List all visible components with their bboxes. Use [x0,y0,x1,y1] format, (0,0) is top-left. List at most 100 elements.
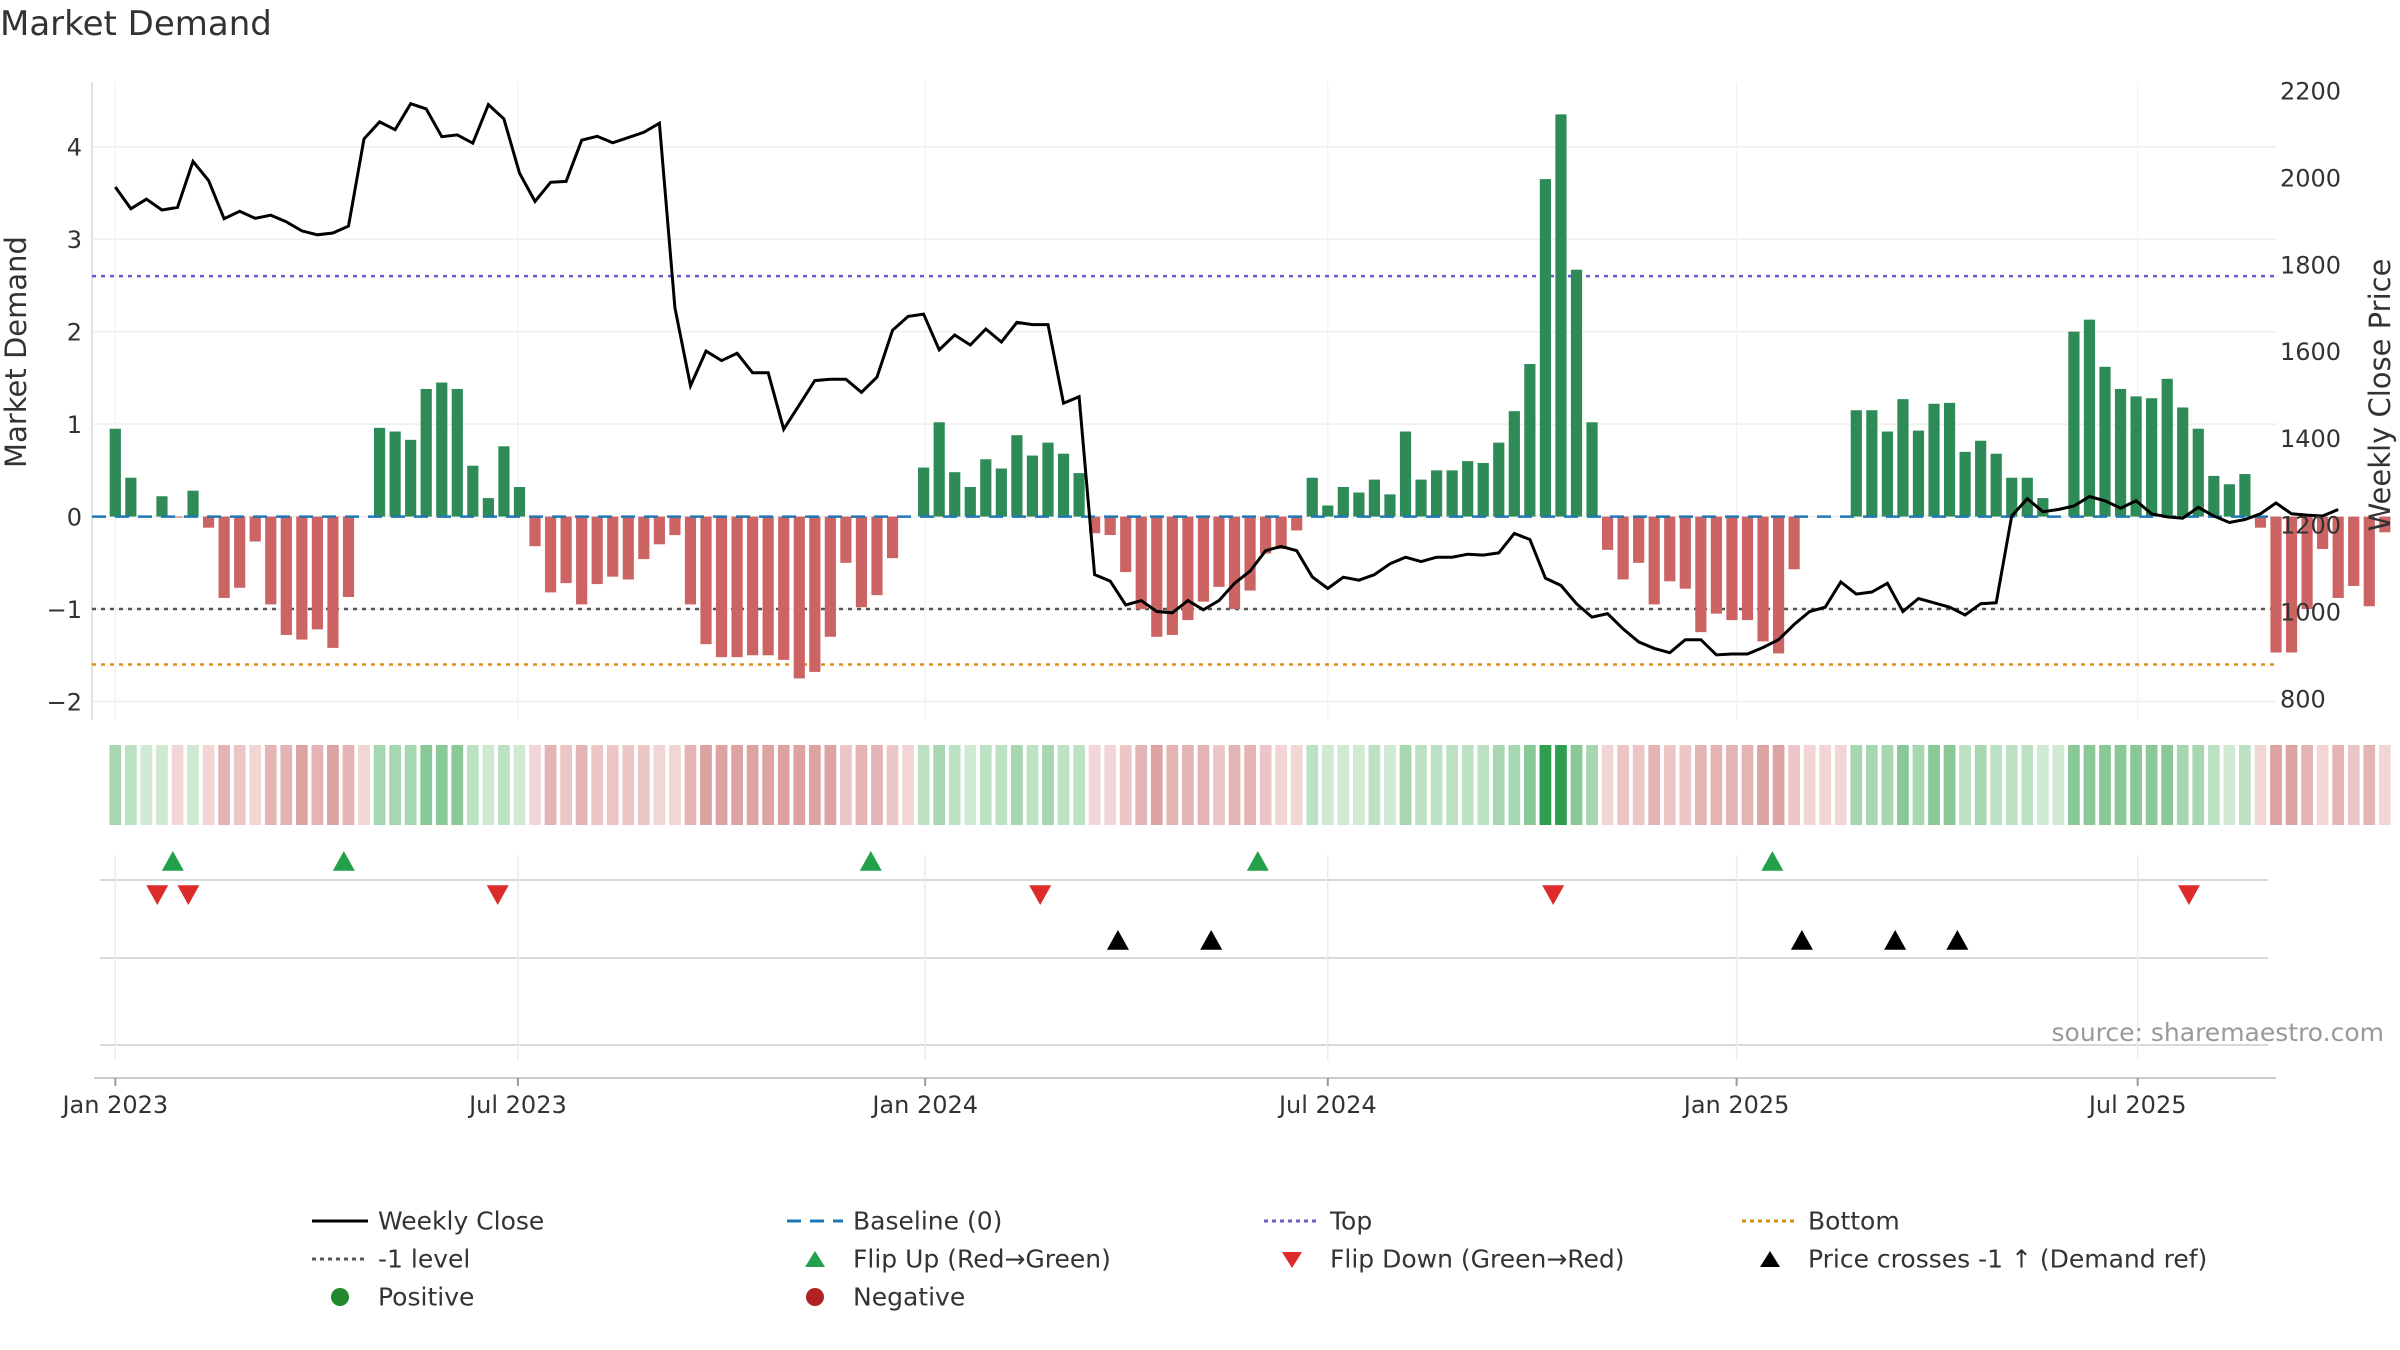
demand-bar [794,517,805,679]
x-tick-label: Jul 2024 [1277,1091,1377,1119]
strip-cell [1260,745,1272,825]
flip-down-marker [487,885,509,905]
demand-bar [763,517,774,656]
demand-bar [187,491,198,517]
demand-bar [1198,517,1209,602]
price-cross-marker [1200,930,1222,950]
demand-bar [1509,411,1520,516]
y2-tick-label: 1000 [2280,598,2341,626]
demand-color-strip [109,745,2390,825]
y-tick-label: 2 [67,319,82,347]
legend-positive: Positive [310,1281,474,1312]
strip-cell [2223,745,2235,825]
demand-bar [1322,505,1333,516]
strip-cell [2270,745,2282,825]
strip-cell [389,745,401,825]
strip-cell [2006,745,2018,825]
strip-cell [1027,745,1039,825]
price-cross-marker [1791,930,1813,950]
demand-bar [2146,398,2157,516]
strip-cell [1104,745,1116,825]
x-axis: Jan 2023 Jul 2023 Jan 2024 Jul 2024 Jan 2025… [60,1078,2186,1119]
strip-cell [2037,745,2049,825]
strip-cell [1166,745,1178,825]
demand-bar [2193,429,2204,517]
strip-cell [1493,745,1505,825]
strip-cell [607,745,619,825]
strip-cell [1431,745,1443,825]
strip-cell [1913,745,1925,825]
strip-cell [1369,745,1381,825]
strip-cell [1042,745,1054,825]
demand-bar [1136,517,1147,609]
demand-bar [1960,452,1971,517]
strip-cell [451,745,463,825]
strip-cell [824,745,836,825]
x-tick-label: Jan 2024 [870,1091,978,1119]
strip-cell [902,745,914,825]
strip-cell [622,745,634,825]
strip-cell [700,745,712,825]
demand-bar [2068,332,2079,517]
strip-cell [1011,745,1023,825]
strip-cell [358,745,370,825]
demand-bar [1571,270,1582,517]
strip-cell [2379,745,2391,825]
strip-cell [1928,745,1940,825]
strip-cell [1151,745,1163,825]
demand-bar [234,517,245,588]
demand-bar [1866,410,1877,516]
demand-bar [1478,463,1489,517]
demand-bar [265,517,276,605]
demand-bar [1991,454,2002,517]
demand-bar [1042,443,1053,517]
demand-bar [1369,480,1380,517]
demand-bar [1913,431,1924,517]
demand-bar [949,472,960,516]
strip-cell [856,745,868,825]
strip-cell [1384,745,1396,825]
demand-bar [436,383,447,517]
demand-bar [343,517,354,597]
demand-bar [934,422,945,516]
strip-cell [1866,745,1878,825]
strip-cell [1337,745,1349,825]
demand-bar [654,517,665,545]
flip-down-marker [1542,885,1564,905]
strip-cell [2084,745,2096,825]
y-tick-label: 0 [67,504,82,532]
weekly-close-line [115,104,2338,655]
strip-cell [1477,745,1489,825]
strip-cell [762,745,774,825]
strip-cell [156,745,168,825]
demand-bar [747,517,758,656]
strip-cell [747,745,759,825]
demand-bar [2131,396,2142,516]
demand-bar [607,517,618,577]
y2-axis-title: Weekly Close Price [2363,259,2397,532]
demand-bar [2162,379,2173,517]
strip-cell [1058,745,1070,825]
demand-bar [1105,517,1116,535]
strip-cell [2301,745,2313,825]
demand-bar [1944,403,1955,517]
strip-cell [887,745,899,825]
y2-tick-label: 1400 [2280,425,2341,453]
demand-bar [1711,517,1722,614]
x-tick-label: Jan 2023 [60,1091,168,1119]
strip-cell [218,745,230,825]
strip-cell [1244,745,1256,825]
strip-cell [731,745,743,825]
strip-cell [1648,745,1660,825]
legend-flip-up: Flip Up (Red→Green) [785,1243,1111,1274]
strip-cell [2130,745,2142,825]
strip-cell [1664,745,1676,825]
strip-cell [1120,745,1132,825]
demand-bar [623,517,634,580]
demand-bar [1586,422,1597,516]
demand-bar [1851,410,1862,516]
flip-up-marker [333,851,355,871]
demand-bar [1276,517,1287,549]
strip-cell [483,745,495,825]
demand-bar [1353,493,1364,517]
